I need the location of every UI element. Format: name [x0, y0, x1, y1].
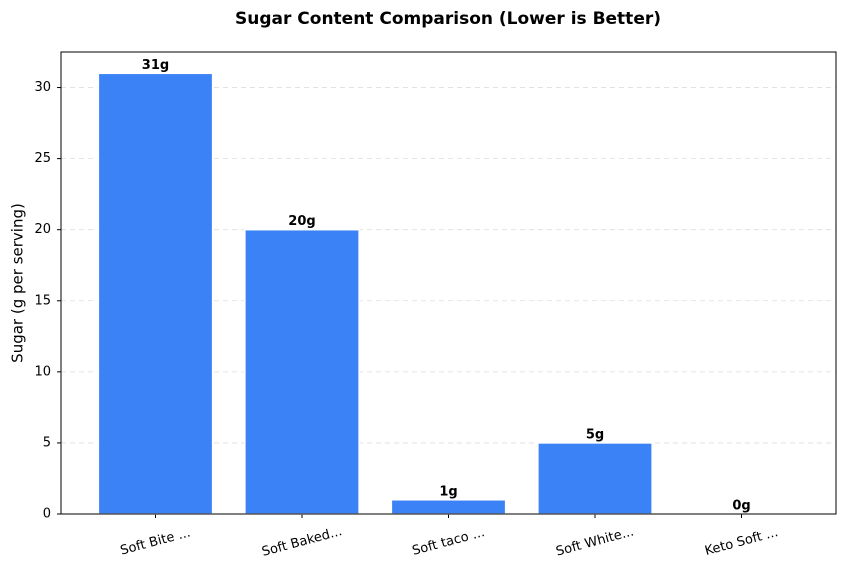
x-tick-label: Soft Bite ...	[119, 525, 192, 558]
bar	[97, 72, 214, 515]
y-tick-label: 25	[34, 151, 51, 166]
y-tick-label: 20	[34, 222, 51, 237]
value-label: 20g	[288, 214, 315, 229]
bar	[244, 228, 360, 515]
x-tick-label: Soft taco ...	[411, 525, 487, 559]
y-axis-label: Sugar (g per serving)	[9, 203, 27, 363]
y-tick-label: 30	[34, 80, 51, 95]
bar	[390, 499, 507, 515]
value-label: 31g	[142, 58, 169, 73]
x-tick-label: Soft Baked...	[260, 524, 343, 560]
chart-title: Sugar Content Comparison (Lower is Bette…	[235, 9, 661, 29]
value-label: 5g	[586, 427, 604, 442]
y-tick-label: 0	[43, 507, 51, 522]
bar	[537, 442, 653, 515]
y-tick-label: 5	[43, 435, 51, 450]
value-label: 1g	[439, 484, 457, 499]
y-tick-label: 15	[34, 293, 51, 308]
plot-frame	[60, 51, 837, 515]
value-label: 0g	[732, 499, 750, 514]
x-tick-label: Keto Soft ...	[703, 525, 780, 559]
y-tick-label: 10	[34, 364, 51, 379]
x-tick-label: Soft White...	[554, 524, 635, 559]
